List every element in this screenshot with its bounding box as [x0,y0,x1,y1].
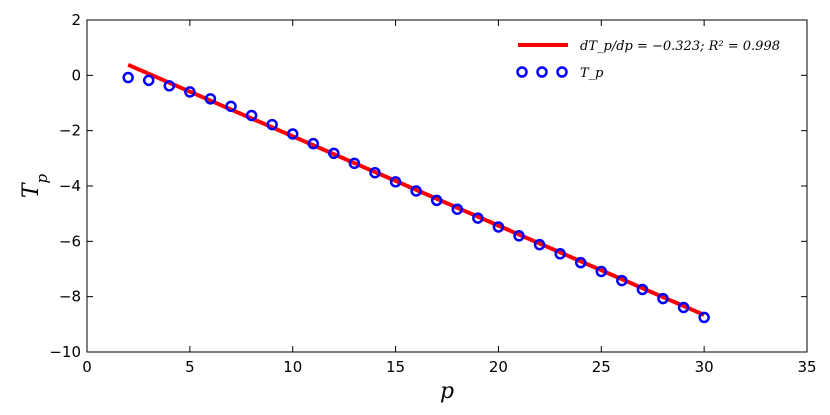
data-point [410,185,422,197]
plot-frame [86,19,808,353]
data-point [451,203,464,215]
legend-scatter-label: T_p [580,66,604,81]
data-point [698,311,710,324]
data-point [225,100,237,113]
x-tick-label: 30 [695,358,714,376]
x-tick-label: 25 [592,358,611,376]
data-point [554,248,566,260]
legend: dT_p/dp = −0.323; R² = 0.998 T_p [516,39,780,81]
y-tick-label: −2 [59,122,81,140]
data-point [389,176,402,188]
y-tick-label: −6 [59,232,81,250]
data-point [369,166,381,179]
data-point [286,128,299,140]
y-tick-label: −8 [59,288,81,306]
y-axis-label-subscript: p [33,173,51,183]
y-tick-label: −4 [59,177,81,195]
x-tick-label: 20 [489,358,508,376]
legend-scatter-marker [516,66,528,78]
x-tick-label: 10 [283,358,302,376]
x-tick-label: 15 [386,358,405,376]
data-point [122,71,134,84]
fit-line [127,62,705,317]
y-axis-label-main: T [19,181,44,198]
data-point [184,86,196,98]
data-point [204,93,217,105]
data-point [245,109,258,122]
legend-scatter-swatch [516,66,568,78]
x-tick-label: 0 [82,358,92,376]
data-point [636,283,649,296]
data-point [574,256,587,269]
data-point [430,194,443,207]
data-point [163,80,176,92]
y-axis-label: Tp [19,173,51,198]
series-layer [122,62,710,324]
x-tick-label: 5 [185,358,195,376]
axis-ticks: 0 5 10 15 20 25 30 35 −10 −8 −6 −4 −2 0 2 [49,11,816,376]
data-point [513,230,525,242]
x-axis-label: p [440,379,454,404]
data-point [142,74,155,87]
data-point [328,147,340,160]
x-tick-label: 35 [797,358,816,376]
data-point [657,292,669,305]
legend-scatter-marker [536,66,548,78]
y-tick-label: 2 [71,11,81,29]
data-point [492,221,505,233]
data-point [472,212,484,224]
legend-line-label: dT_p/dp = −0.323; R² = 0.998 [580,39,780,54]
data-point [533,238,546,251]
data-point [677,301,690,314]
y-tick-label: −10 [49,343,81,361]
data-point [348,157,361,170]
data-point [266,118,278,131]
data-point [595,265,608,278]
data-point [307,137,320,150]
legend-scatter-marker [556,66,568,78]
data-point [616,274,628,287]
y-tick-label: 0 [71,66,81,84]
